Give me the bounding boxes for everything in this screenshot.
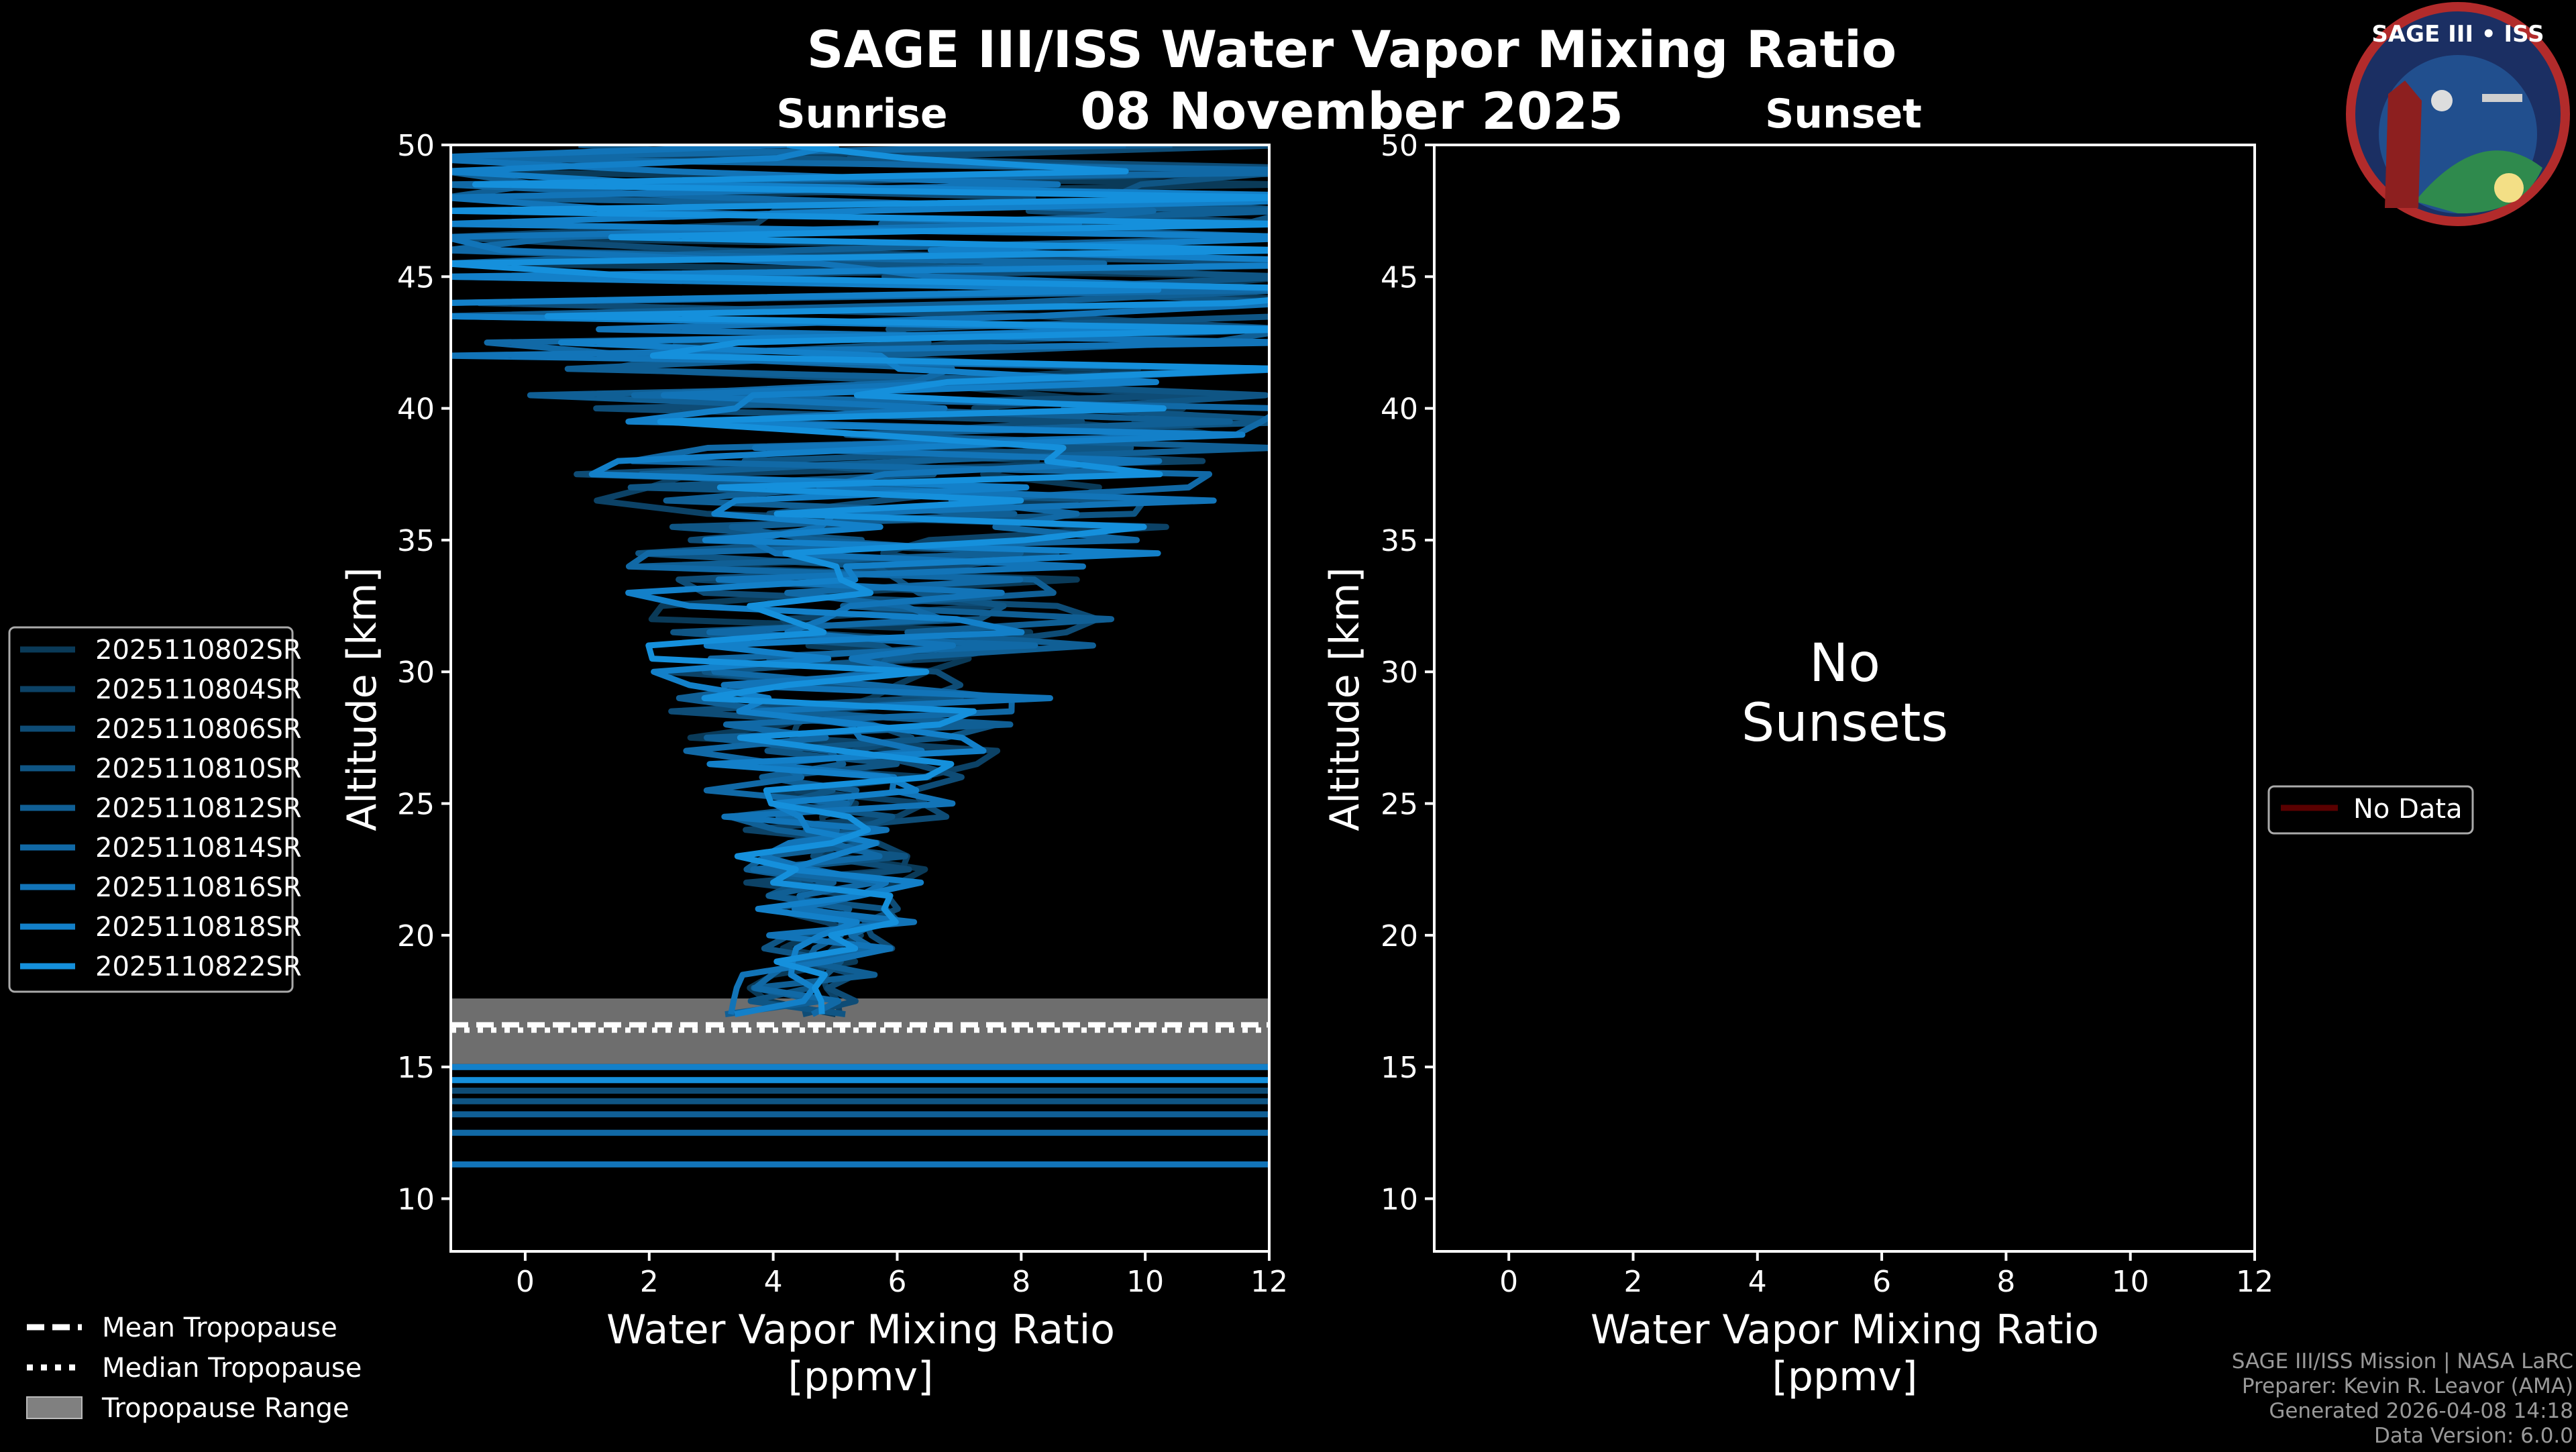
legend-label: 2025110802SR	[95, 635, 302, 666]
left-xtick-label: 6	[888, 1265, 906, 1299]
profile-line	[451, 145, 1269, 1017]
right-ytick-label: 40	[1381, 393, 1418, 427]
chart-title: SAGE III/ISS Water Vapor Mixing Ratio	[807, 19, 1897, 79]
sunrise-label: Sunrise	[776, 91, 947, 138]
left-ytick-label: 25	[397, 788, 435, 822]
left-ytick-label: 30	[397, 656, 435, 690]
right-xtick-label: 0	[1499, 1265, 1518, 1299]
profile-lines	[451, 145, 1269, 1168]
right-ytick-label: 20	[1381, 919, 1418, 953]
legend-label: 2025110814SR	[95, 833, 302, 864]
left-ytick-label: 35	[397, 524, 435, 558]
sunrise-x-axis: 0 2 4 6 8 10 12	[516, 1251, 1288, 1299]
right-ytick-label: 50	[1381, 129, 1418, 163]
footer: SAGE III/ISS Mission | NASA LaRC Prepare…	[2232, 1349, 2573, 1448]
nodata-label: No Data	[2353, 794, 2463, 825]
right-ytick-label: 45	[1381, 260, 1418, 295]
left-xtick-label: 4	[764, 1265, 783, 1299]
nodata-legend-box	[2267, 785, 2474, 835]
sunset-x-label-line2: [ppmv]	[1772, 1353, 1918, 1400]
legend-label: 2025110810SR	[95, 754, 302, 784]
sunset-panel: 10 15 20 25 30 35 40 45 50 0 2 4 6 8 10 12 Altitude [k…	[1322, 129, 2273, 1400]
sunrise-plot-frame	[449, 144, 1271, 1253]
sunrise-y-label: Altitude [km]	[339, 567, 386, 831]
right-ytick-label: 15	[1381, 1051, 1418, 1085]
median-tropopause-label: Median Tropopause	[102, 1353, 362, 1384]
legend-label: 2025110818SR	[95, 912, 302, 943]
legend-label: 2025110812SR	[95, 793, 302, 824]
sunrise-panel: 10 15 20 25 30 35 40 45 50 0 2 4 6 8 10 12 Altitude [k…	[339, 129, 1288, 1400]
right-xtick-label: 6	[1872, 1265, 1891, 1299]
left-xtick-label: 8	[1012, 1265, 1030, 1299]
sage-logo: SAGE III • ISS	[2346, 2, 2570, 226]
left-xtick-label: 10	[1126, 1265, 1164, 1299]
profile-legend-box	[8, 626, 294, 993]
logo-title: SAGE III • ISS	[2371, 21, 2544, 48]
left-xtick-label: 12	[1250, 1265, 1288, 1299]
right-xtick-label: 8	[1996, 1265, 2015, 1299]
sunrise-y-axis: 10 15 20 25 30 35 40 45 50	[397, 129, 451, 1216]
chart-date: 08 November 2025	[1080, 81, 1623, 141]
sunset-plot-frame	[1433, 144, 2256, 1253]
profile-line	[451, 145, 1269, 1017]
sunrise-x-label-line1: Water Vapor Mixing Ratio	[606, 1306, 1115, 1353]
left-ytick-label: 10	[397, 1182, 435, 1216]
right-xtick-label: 10	[2112, 1265, 2149, 1299]
sunset-x-label-line1: Water Vapor Mixing Ratio	[1591, 1306, 2099, 1353]
right-ytick-label: 25	[1381, 788, 1418, 822]
left-ytick-label: 15	[397, 1051, 435, 1085]
legend-label: 2025110822SR	[95, 951, 302, 982]
left-xtick-label: 2	[640, 1265, 659, 1299]
right-ytick-label: 35	[1381, 524, 1418, 558]
tropopause-range-label: Tropopause Range	[101, 1393, 350, 1424]
nodata-legend: No Data	[2267, 785, 2474, 835]
footer-version: Data Version: 6.0.0	[2374, 1424, 2573, 1448]
right-ytick-label: 30	[1381, 656, 1418, 690]
left-xtick-label: 0	[516, 1265, 535, 1299]
sunset-label: Sunset	[1765, 91, 1922, 138]
profile-line	[451, 145, 1269, 1015]
left-ytick-label: 20	[397, 919, 435, 953]
footer-generated: Generated 2026-04-08 14:18	[2269, 1399, 2573, 1423]
mean-tropopause-label: Mean Tropopause	[102, 1312, 337, 1343]
left-ytick-label: 40	[397, 393, 435, 427]
right-xtick-label: 12	[2236, 1265, 2273, 1299]
legend-label: 2025110806SR	[95, 714, 302, 745]
profile-line	[451, 145, 1269, 1018]
sunrise-x-label-line2: [ppmv]	[788, 1353, 934, 1400]
sunset-y-axis: 10 15 20 25 30 35 40 45 50	[1381, 129, 1434, 1216]
no-sunsets-message-line2: Sunsets	[1741, 693, 1948, 754]
left-ytick-label: 45	[397, 260, 435, 295]
no-sunsets-message-line1: No	[1809, 633, 1880, 694]
logo-astronomer	[2385, 81, 2422, 208]
legend-label: 2025110816SR	[95, 872, 302, 903]
tropopause-range-swatch	[26, 1396, 83, 1419]
footer-preparer: Preparer: Kevin R. Leavor (AMA)	[2242, 1374, 2573, 1398]
logo-moon	[2431, 90, 2453, 111]
right-xtick-label: 4	[1748, 1265, 1767, 1299]
tropopause-legend: Mean Tropopause Median Tropopause Tropop…	[26, 1312, 362, 1424]
sunset-y-label: Altitude [km]	[1322, 567, 1368, 831]
right-ytick-label: 10	[1381, 1182, 1418, 1216]
left-ytick-label: 50	[397, 129, 435, 163]
right-xtick-label: 2	[1623, 1265, 1642, 1299]
logo-sun	[2494, 173, 2524, 203]
sunset-x-axis: 0 2 4 6 8 10 12	[1499, 1251, 2273, 1299]
legend-label: 2025110804SR	[95, 674, 302, 705]
profile-legend: 2025110802SR 2025110804SR 2025110806SR 2025…	[8, 626, 302, 993]
logo-station	[2482, 94, 2522, 102]
footer-mission: SAGE III/ISS Mission | NASA LaRC	[2232, 1349, 2573, 1373]
tropopause-group	[451, 998, 1269, 1068]
